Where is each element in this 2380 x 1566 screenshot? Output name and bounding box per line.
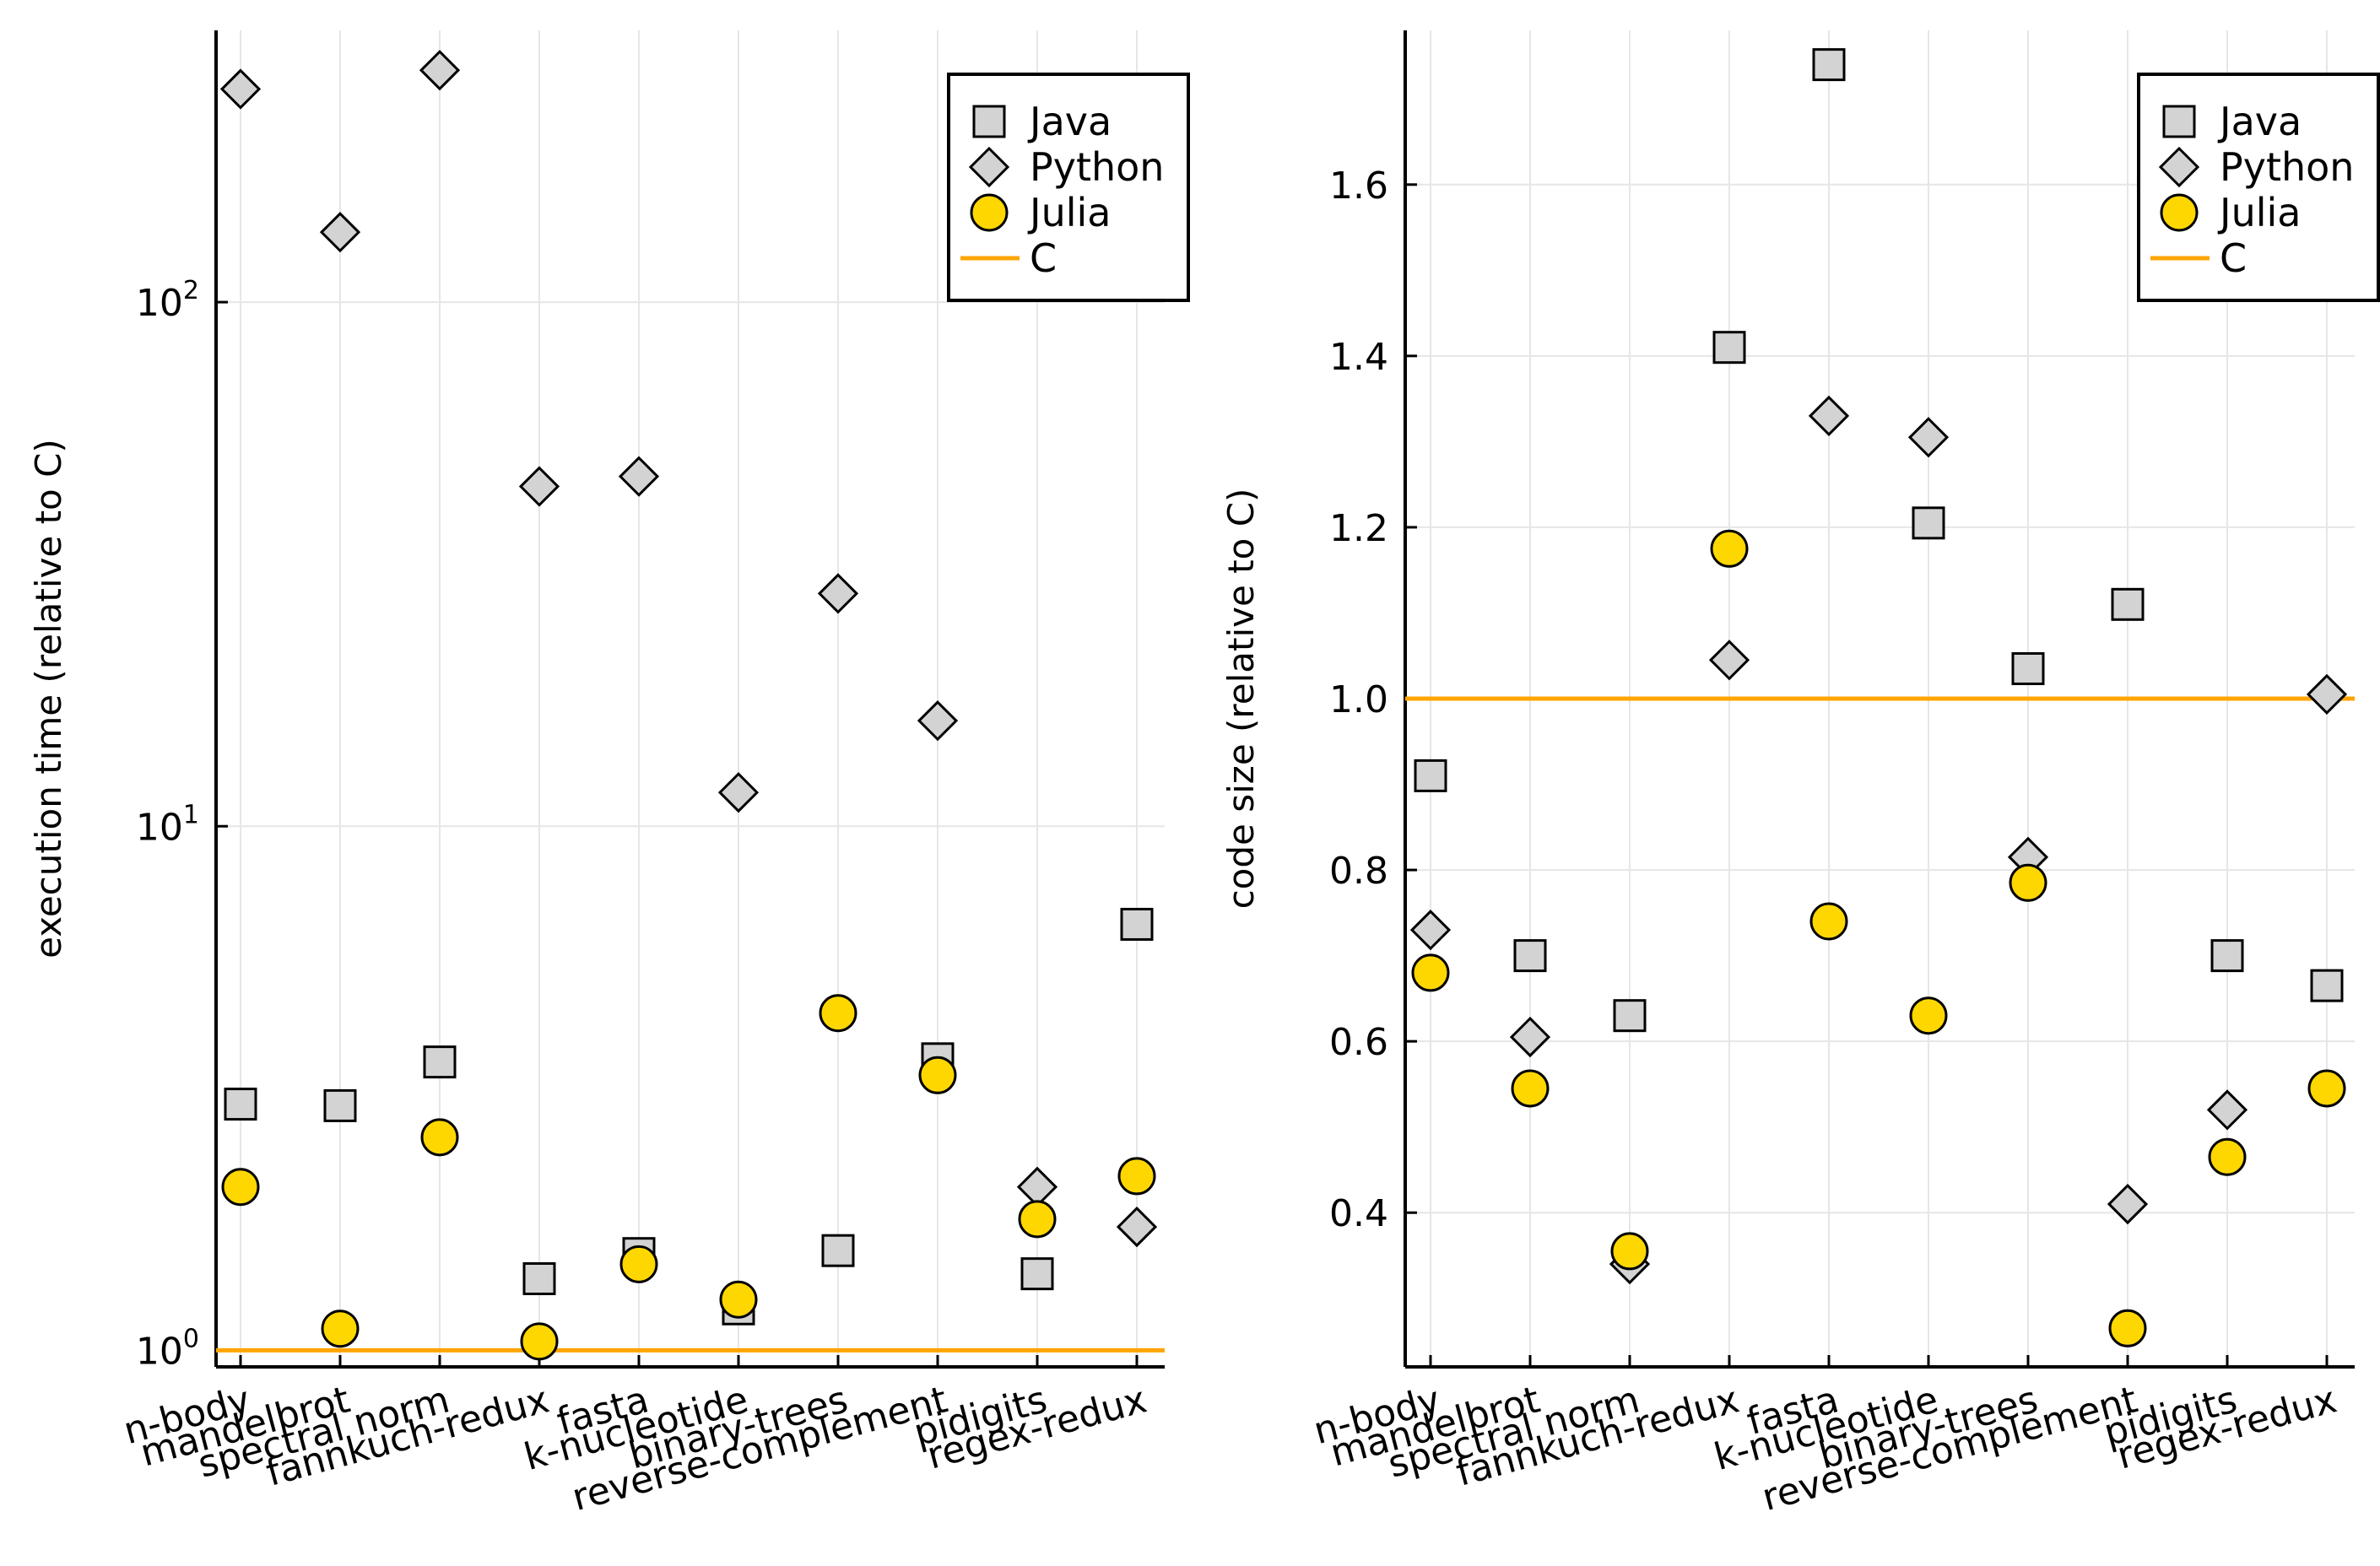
point-julia: [321, 1310, 360, 1348]
point-python: [1808, 395, 1850, 437]
point-julia: [1909, 996, 1948, 1035]
chart-panel-2: 0.40.60.81.01.21.41.6n-bodymandelbrotspe…: [1220, 30, 2380, 1520]
point-python: [2306, 673, 2348, 716]
legend-marker-python: [2158, 146, 2200, 188]
point-julia: [1710, 529, 1749, 568]
point-python: [1116, 1206, 1158, 1248]
point-julia: [2108, 1309, 2147, 1347]
point-python: [817, 573, 859, 614]
y-tick-label: 0.4: [1329, 1192, 1388, 1235]
point-python: [917, 700, 959, 742]
point-julia: [1610, 1232, 1649, 1271]
point-python: [1708, 640, 1750, 681]
legend-label-c: C: [1030, 235, 1057, 281]
point-java: [2210, 939, 2244, 973]
legend-label-java: Java: [1027, 99, 1112, 144]
point-java: [1613, 999, 1647, 1033]
y-tick-label: 100: [136, 1324, 199, 1373]
point-java: [224, 1088, 257, 1121]
legend-label-c: C: [2220, 235, 2247, 281]
point-julia: [619, 1245, 658, 1283]
point-java: [2111, 587, 2145, 621]
point-julia: [420, 1118, 459, 1157]
point-python: [419, 50, 461, 91]
point-python: [2107, 1183, 2149, 1225]
point-julia: [1018, 1200, 1057, 1239]
point-python: [319, 212, 361, 253]
point-julia: [819, 994, 857, 1033]
y-tick-label: 102: [136, 276, 199, 325]
legend-marker-java: [2162, 105, 2196, 138]
legend-label-julia: Julia: [1027, 190, 1111, 235]
point-python: [618, 456, 660, 497]
point-julia: [1411, 953, 1450, 992]
point-java: [1912, 506, 1945, 540]
point-java: [821, 1234, 855, 1267]
point-python: [219, 68, 262, 110]
point-julia: [1117, 1157, 1156, 1196]
point-python: [717, 772, 760, 813]
point-java: [1513, 939, 1547, 973]
point-java: [2310, 969, 2344, 1002]
legend-marker-julia: [970, 193, 1009, 232]
point-java: [323, 1088, 357, 1122]
point-java: [1712, 331, 1746, 364]
point-julia: [2009, 863, 2047, 902]
point-julia: [1809, 902, 1848, 941]
y-axis-title: execution time (relative to C): [28, 439, 69, 958]
point-julia: [520, 1322, 559, 1361]
point-java: [423, 1045, 457, 1079]
point-python: [1509, 1016, 1551, 1058]
legend-label-python: Python: [1030, 144, 1164, 190]
point-python: [1409, 910, 1452, 951]
legend-label-julia: Julia: [2217, 190, 2301, 235]
y-axis-title: code size (relative to C): [1220, 489, 1262, 910]
legend-marker-python: [968, 146, 1010, 188]
point-julia: [2307, 1069, 2346, 1108]
point-python: [1907, 417, 1950, 458]
point-java: [1414, 759, 1447, 792]
y-tick-label: 1.0: [1329, 678, 1388, 721]
legend-label-python: Python: [2220, 144, 2354, 190]
y-tick-label: 101: [136, 800, 199, 849]
y-tick-label: 0.8: [1329, 850, 1388, 893]
point-java: [1020, 1257, 1054, 1291]
point-julia: [719, 1280, 758, 1319]
point-java: [522, 1261, 556, 1295]
y-tick-label: 1.2: [1329, 507, 1388, 550]
point-python: [1016, 1166, 1058, 1207]
y-tick-label: 1.6: [1329, 165, 1388, 208]
y-tick-label: 0.6: [1329, 1021, 1388, 1064]
point-python: [518, 466, 560, 507]
legend-marker-java: [972, 105, 1006, 138]
legend-label-java: Java: [2217, 99, 2302, 144]
point-julia: [221, 1168, 260, 1207]
point-java: [1120, 907, 1154, 941]
point-java: [1812, 48, 1846, 82]
point-julia: [1511, 1069, 1550, 1108]
legend-marker-julia: [2160, 193, 2199, 232]
point-julia: [2208, 1137, 2247, 1176]
point-julia: [918, 1056, 957, 1094]
point-python: [2206, 1089, 2248, 1131]
point-java: [2011, 651, 2045, 685]
y-tick-label: 1.4: [1329, 336, 1388, 379]
